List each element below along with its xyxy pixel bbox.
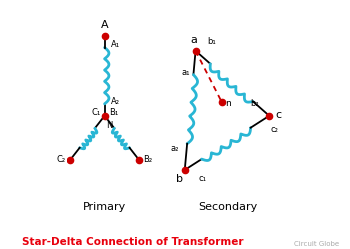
Text: A: A <box>101 20 108 30</box>
Text: Secondary: Secondary <box>198 202 258 212</box>
Text: B₁: B₁ <box>109 108 118 117</box>
Text: b: b <box>176 174 183 184</box>
Text: b₂: b₂ <box>250 99 258 108</box>
Text: B₂: B₂ <box>143 155 152 164</box>
Text: C₁: C₁ <box>91 108 100 117</box>
Text: c: c <box>275 110 281 120</box>
Text: c₁: c₁ <box>199 174 207 183</box>
Text: n: n <box>225 99 231 108</box>
Text: N: N <box>106 121 112 130</box>
Text: A₂: A₂ <box>111 97 120 106</box>
Text: Primary: Primary <box>83 202 126 212</box>
Text: C₂: C₂ <box>57 155 66 164</box>
Text: a₁: a₁ <box>182 68 190 77</box>
Text: A₁: A₁ <box>111 40 120 49</box>
Text: a₂: a₂ <box>171 144 179 153</box>
Text: Circuit Globe: Circuit Globe <box>294 241 339 247</box>
Text: a: a <box>190 35 197 45</box>
Text: c₂: c₂ <box>270 125 278 134</box>
Text: Star-Delta Connection of Transformer: Star-Delta Connection of Transformer <box>22 237 244 247</box>
Text: b₁: b₁ <box>208 37 216 46</box>
